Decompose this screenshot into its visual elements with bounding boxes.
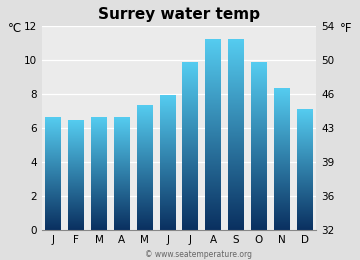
Y-axis label: °C: °C <box>8 22 22 35</box>
Text: © www.seatemperature.org: © www.seatemperature.org <box>144 250 252 259</box>
Title: Surrey water temp: Surrey water temp <box>98 7 260 22</box>
Y-axis label: °F: °F <box>340 22 352 35</box>
